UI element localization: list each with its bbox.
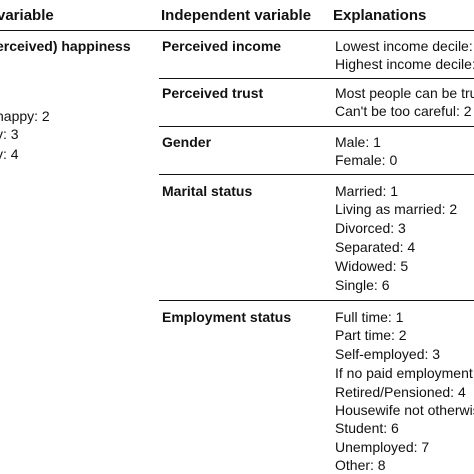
- row-divider: [159, 126, 474, 127]
- explanation-item: If no paid employment:: [335, 365, 474, 381]
- row-divider: [159, 174, 474, 175]
- dependent-value-2: y: 3: [0, 126, 19, 142]
- explanation-item: Divorced: 3: [335, 220, 406, 236]
- explanation-item: Full time: 1: [335, 309, 404, 325]
- explanation-item: Highest income decile:: [335, 56, 474, 72]
- explanation-item: Most people can be trus: [335, 85, 474, 101]
- explanation-item: Student: 6: [335, 420, 399, 436]
- independent-perceived-trust: Perceived trust: [162, 85, 264, 101]
- header-explanations: Explanations: [333, 7, 427, 24]
- independent-perceived-income: Perceived income: [162, 38, 282, 54]
- header-rule: [0, 30, 474, 31]
- explanation-item: Housewife not otherwis: [335, 402, 474, 418]
- explanation-item: Female: 0: [335, 152, 398, 168]
- explanation-item: Single: 6: [335, 277, 390, 293]
- dependent-value-3: y: 4: [0, 146, 19, 162]
- explanation-item: Other: 8: [335, 457, 386, 473]
- explanation-item: Can't be too careful: 2: [335, 103, 472, 119]
- explanation-item: Lowest income decile: 1: [335, 38, 474, 54]
- row-divider: [159, 78, 474, 79]
- explanation-item: Unemployed: 7: [335, 439, 430, 455]
- header-independent-variable: Independent variable: [161, 7, 312, 24]
- explanation-item: Widowed: 5: [335, 258, 409, 274]
- dependent-value-1: nappy: 2: [0, 108, 50, 124]
- explanation-item: Separated: 4: [335, 239, 416, 255]
- header-dependent-variable: variable: [0, 7, 54, 24]
- independent-gender: Gender: [162, 134, 212, 150]
- explanation-item: Living as married: 2: [335, 201, 458, 217]
- independent-employment-status: Employment status: [162, 309, 292, 325]
- row-divider: [159, 300, 474, 301]
- explanation-item: Married: 1: [335, 183, 399, 199]
- dependent-variable-name: erceived) happiness: [0, 38, 131, 54]
- explanation-item: Male: 1: [335, 134, 381, 150]
- independent-marital-status: Marital status: [162, 183, 253, 199]
- explanation-item: Self-employed: 3: [335, 346, 441, 362]
- explanation-item: Retired/Pensioned: 4: [335, 384, 466, 400]
- explanation-item: Part time: 2: [335, 327, 407, 343]
